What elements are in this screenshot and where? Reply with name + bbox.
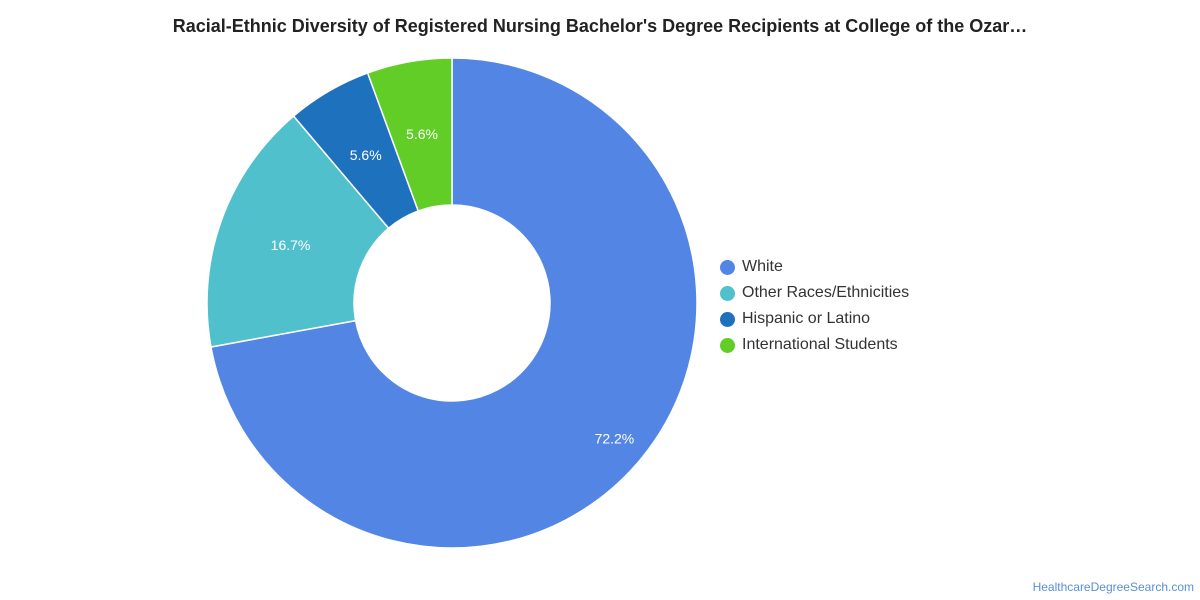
legend-item-international-students[interactable]: International Students — [720, 332, 909, 358]
slice-label-international-students: 5.6% — [406, 126, 438, 142]
legend-label-white: White — [742, 258, 783, 275]
legend-label-hispanic-or-latino: Hispanic or Latino — [742, 310, 871, 327]
chart-legend: White Other Races/Ethnicities Hispanic or … — [720, 254, 909, 358]
legend-marker-hispanic-or-latino — [720, 311, 735, 327]
legend-label-international-students: International Students — [742, 336, 898, 353]
legend-item-other-races-ethnicities[interactable]: Other Races/Ethnicities — [720, 280, 909, 306]
source-credit[interactable]: HealthcareDegreeSearch.com — [1032, 580, 1194, 594]
legend-marker-other-races-ethnicities — [720, 285, 735, 301]
slice-label-white: 72.2% — [595, 430, 635, 446]
legend-item-white[interactable]: White — [720, 254, 909, 280]
slice-label-hispanic-or-latino: 5.6% — [350, 147, 382, 163]
slice-label-other-races-ethnicities: 16.7% — [271, 237, 311, 253]
legend-label-other-races-ethnicities: Other Races/Ethnicities — [742, 284, 910, 301]
chart-title: Racial-Ethnic Diversity of Registered Nu… — [172, 16, 1028, 36]
legend-item-hispanic-or-latino[interactable]: Hispanic or Latino — [720, 306, 909, 332]
slice-white[interactable] — [210, 57, 698, 549]
slice-international-students[interactable] — [366, 57, 453, 212]
slice-other-races-ethnicities[interactable] — [206, 115, 390, 348]
legend-marker-white — [720, 259, 735, 275]
legend-marker-international-students — [720, 337, 735, 353]
